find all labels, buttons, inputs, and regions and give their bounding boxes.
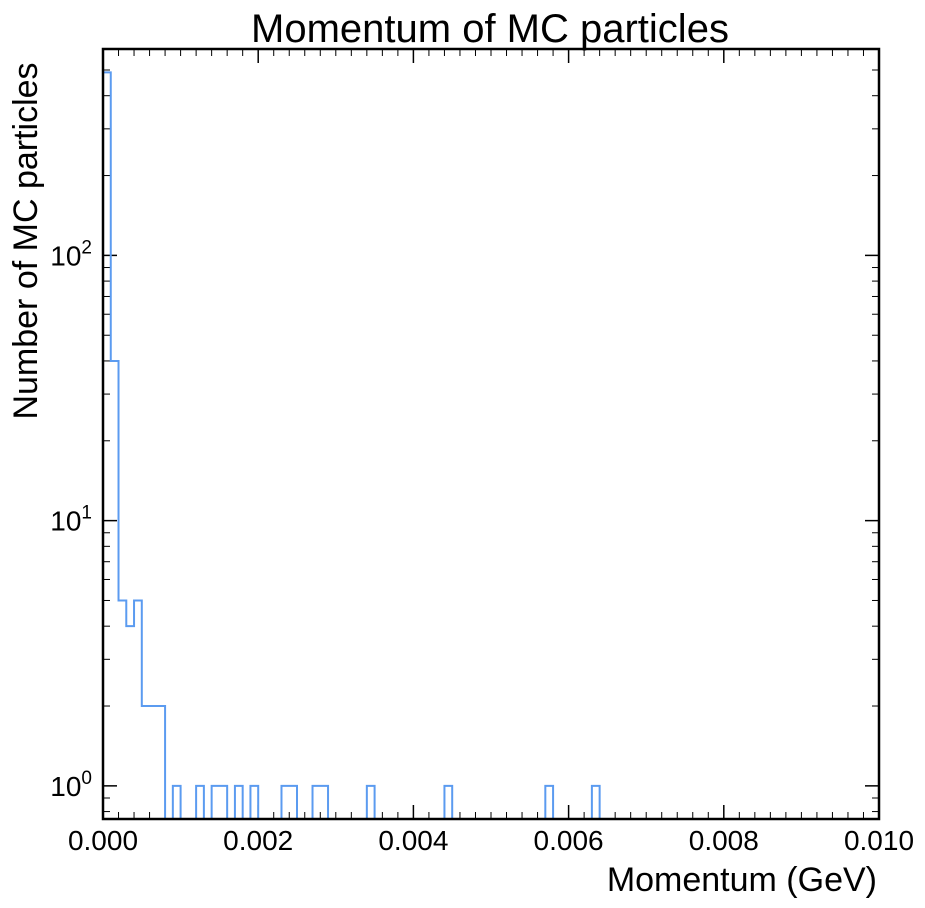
y-tick-label: 102 xyxy=(50,237,92,271)
x-tick-label: 0.004 xyxy=(378,825,448,856)
x-tick-label: 0.008 xyxy=(689,825,759,856)
x-axis-label: Momentum (GeV) xyxy=(607,861,877,899)
plot-frame xyxy=(101,47,881,821)
y-tick-label: 101 xyxy=(50,503,92,537)
x-tick-label: 0.002 xyxy=(223,825,293,856)
x-tick-label: 0.000 xyxy=(68,825,138,856)
axes-layer: 0.000 0.002 0.004 0.006 0.008 0.010 100 101 102 xyxy=(50,48,914,856)
x-tick-label: 0.010 xyxy=(844,825,914,856)
histogram-series-line xyxy=(103,71,601,819)
x-tick-label: 0.006 xyxy=(534,825,604,856)
y-axis-label: Number of MC particles xyxy=(7,62,45,419)
y-tick-label: 100 xyxy=(50,768,92,802)
chart-title: Momentum of MC particles xyxy=(251,7,729,51)
